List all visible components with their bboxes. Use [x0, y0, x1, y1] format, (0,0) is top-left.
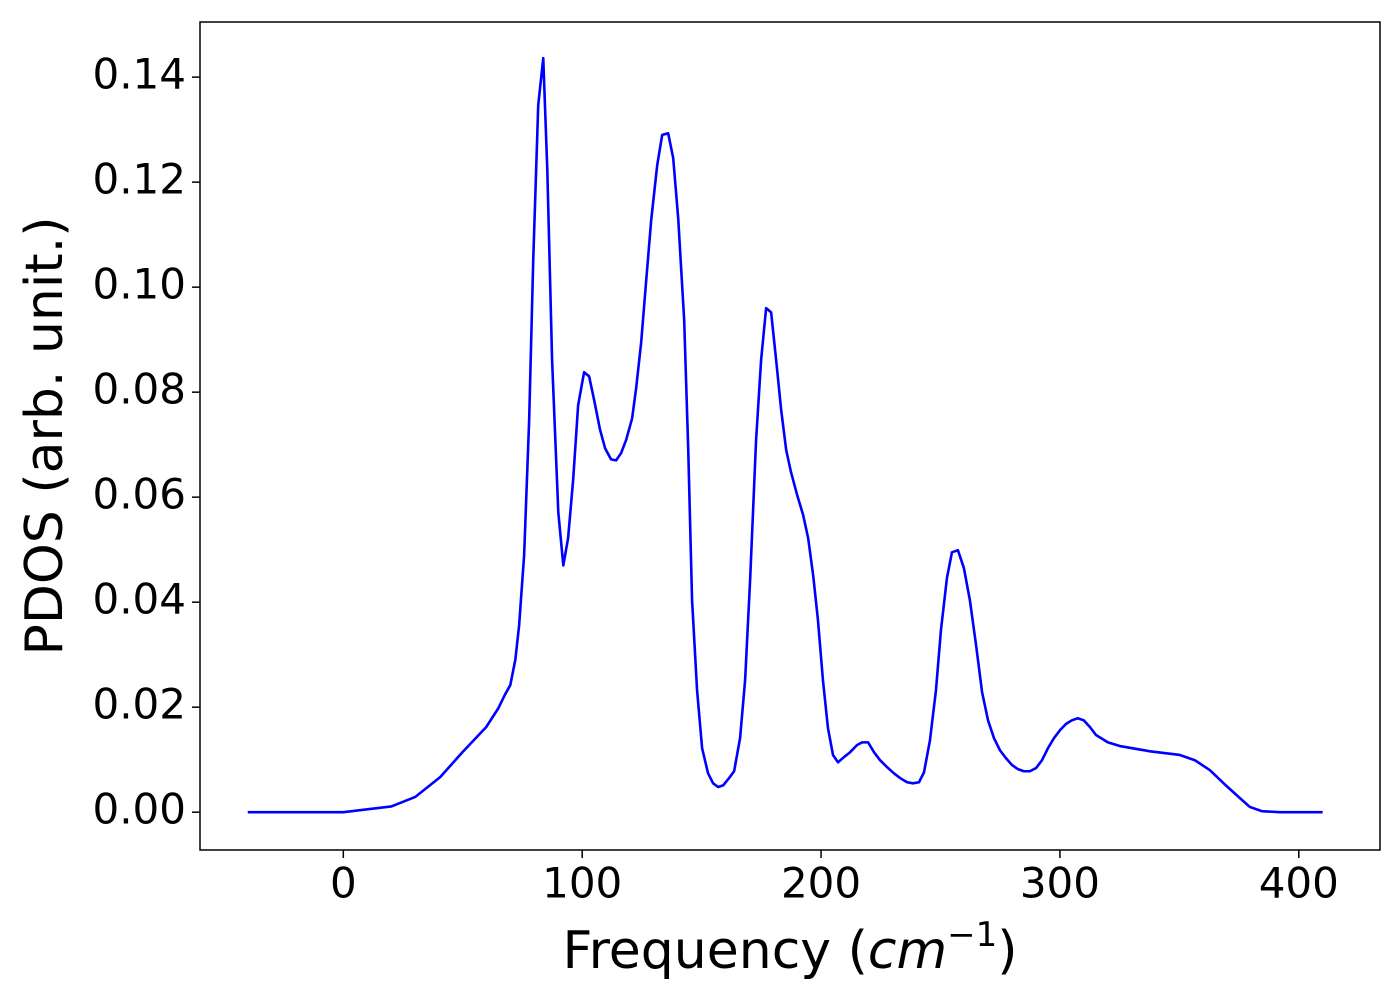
y-tick-label: 0.02: [92, 680, 186, 729]
y-axis-label: PDOS (arb. unit.): [15, 216, 75, 655]
x-label-text: Frequency (: [562, 921, 867, 981]
y-tick-label: 0.08: [92, 365, 186, 414]
x-label-unit: cm: [868, 921, 947, 981]
x-label-close: ): [997, 921, 1017, 981]
x-label-exponent: −1: [947, 915, 997, 955]
y-tick-label: 0.10: [92, 260, 186, 309]
x-axis-label: Frequency (cm−1): [562, 915, 1017, 981]
y-tick-label: 0.14: [92, 50, 186, 99]
x-tick-label: 400: [1259, 859, 1339, 908]
x-tick-label: 0: [330, 859, 357, 908]
x-tick-label: 300: [1020, 859, 1100, 908]
y-tick-label: 0.12: [92, 155, 186, 204]
x-tick-label: 200: [781, 859, 861, 908]
y-tick-label: 0.04: [92, 575, 186, 624]
y-tick-label: 0.06: [92, 470, 186, 519]
data-line: [247, 56, 1323, 814]
y-tick-label: 0.00: [92, 785, 186, 834]
x-tick-label: 100: [542, 859, 622, 908]
plot-frame: [199, 21, 1381, 851]
